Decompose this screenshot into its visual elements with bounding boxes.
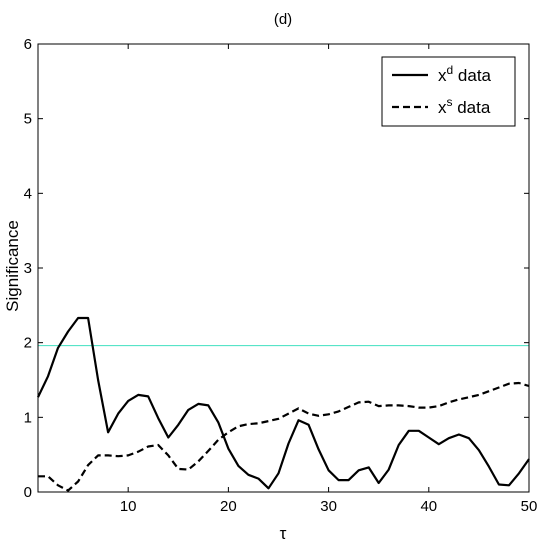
legend-label-2: xs data <box>438 95 491 117</box>
y-tick-label: 0 <box>24 484 32 501</box>
x-tick-label: 20 <box>220 498 237 515</box>
series-line-1 <box>37 316 530 490</box>
x-tick-label: 30 <box>320 498 337 515</box>
x-tick-label: 40 <box>420 498 437 515</box>
y-tick-label: 2 <box>24 335 32 352</box>
x-tick-label: 10 <box>120 498 137 515</box>
y-tick-label: 6 <box>24 36 32 53</box>
chart-title: (d) <box>274 11 292 28</box>
legend: xd data xs data <box>381 56 516 127</box>
y-tick-label: 5 <box>24 111 32 128</box>
legend-box <box>381 56 516 127</box>
x-axis-label: τ <box>280 524 287 543</box>
x-tick-label: 50 <box>521 498 538 515</box>
series-line-2 <box>38 381 530 492</box>
y-tick-label: 4 <box>24 185 32 202</box>
y-tick-label: 1 <box>24 409 32 426</box>
y-axis-label: Significance <box>3 220 22 312</box>
y-tick-label: 3 <box>24 260 32 277</box>
plot-area <box>37 316 530 492</box>
axis-ticks: 10 20 30 40 50 0 1 2 3 4 5 6 <box>24 36 538 515</box>
legend-label-1: xd data <box>438 63 492 85</box>
